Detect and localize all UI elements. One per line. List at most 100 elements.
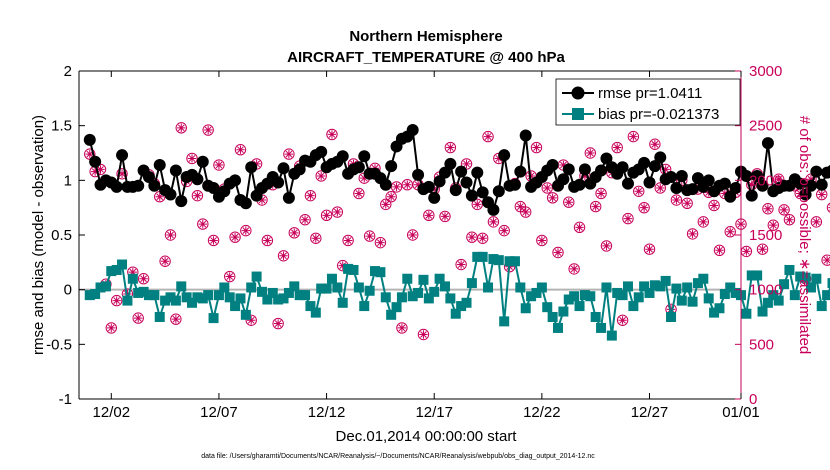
bias-data-point xyxy=(671,283,682,294)
obs-possible-marker xyxy=(595,187,607,200)
y-right-tick-label: 1000 xyxy=(749,282,782,299)
obs-assimilated-marker xyxy=(440,212,450,221)
x-axis-label: Dec.01,2014 00:00:00 start xyxy=(336,428,518,445)
rmse-data-point xyxy=(116,149,129,162)
rmse-data-point xyxy=(756,179,769,192)
obs-possible-marker xyxy=(310,232,322,244)
obs-possible-marker xyxy=(697,216,710,228)
rmse-data-point xyxy=(142,171,155,184)
y-right-tick-label: 3000 xyxy=(749,63,782,80)
rmse-data-point xyxy=(514,165,527,178)
obs-assimilated-marker xyxy=(774,175,783,184)
bias-data-point xyxy=(466,278,477,289)
obs-assimilated-marker xyxy=(279,251,288,260)
bias-data-point xyxy=(660,275,671,286)
bias-data-point xyxy=(300,290,311,301)
obs-possible-marker xyxy=(223,270,236,283)
y-left-tick-label: -1 xyxy=(59,391,72,408)
obs-assimilated-marker xyxy=(666,305,676,314)
x-tick-label: 12/07 xyxy=(200,404,238,421)
obs-assimilated-marker xyxy=(225,272,234,281)
obs-assimilated-marker xyxy=(134,313,143,323)
bias-data-point xyxy=(418,274,429,285)
bias-data-point xyxy=(143,290,154,301)
y-left-tick-label: 0 xyxy=(64,282,72,299)
rmse-data-point xyxy=(428,191,441,204)
obs-assimilated-marker xyxy=(548,193,557,203)
obs-assimilated-marker xyxy=(586,148,595,158)
chart-title-line1: Northern Hemisphere xyxy=(349,28,502,45)
rmse-data-point xyxy=(132,179,145,192)
obs-assimilated-marker xyxy=(257,195,267,205)
rmse-data-point xyxy=(191,173,204,186)
bias-data-point xyxy=(789,290,800,301)
obs-possible-marker xyxy=(546,192,559,204)
rmse-data-point xyxy=(492,185,505,198)
obs-possible-marker xyxy=(638,201,650,214)
rmse-data-point xyxy=(471,166,484,179)
bias-data-point xyxy=(676,295,687,306)
obs-possible-marker xyxy=(444,141,457,154)
bias-data-point xyxy=(316,283,327,294)
bias-data-point xyxy=(687,296,698,307)
obs-assimilated-marker xyxy=(171,314,181,324)
obs-assimilated-marker xyxy=(117,169,127,178)
obs-assimilated-marker xyxy=(327,130,337,139)
obs-assimilated-marker xyxy=(639,203,649,212)
rmse-data-point xyxy=(578,163,591,176)
obs-possible-marker xyxy=(627,130,640,143)
obs-assimilated-marker xyxy=(397,323,407,333)
obs-assimilated-marker xyxy=(214,160,224,170)
bias-data-point xyxy=(208,313,219,324)
obs-possible-marker xyxy=(616,314,629,326)
legend-bias-label: bias pr=-0.021373 xyxy=(598,106,719,123)
obs-assimilated-marker xyxy=(553,248,563,257)
obs-possible-marker xyxy=(132,312,144,324)
bias-data-point xyxy=(380,292,391,303)
obs-possible-marker xyxy=(563,196,575,208)
obs-assimilated-marker xyxy=(290,228,299,238)
obs-assimilated-marker xyxy=(645,245,654,254)
rmse-data-point xyxy=(245,161,258,174)
obs-possible-marker xyxy=(353,187,365,200)
bias-data-point xyxy=(805,282,816,293)
obs-assimilated-marker xyxy=(139,274,148,283)
bias-data-point xyxy=(343,263,354,274)
obs-assimilated-marker xyxy=(817,190,826,199)
obs-assimilated-marker xyxy=(763,204,773,213)
obs-possible-marker xyxy=(207,234,220,247)
obs-assimilated-marker xyxy=(629,132,638,141)
rmse-data-point xyxy=(422,180,435,193)
obs-possible-marker xyxy=(584,147,597,159)
rmse-data-point xyxy=(648,160,661,173)
bias-data-point xyxy=(267,287,278,298)
bias-data-point xyxy=(822,290,830,301)
rmse-data-point xyxy=(799,188,812,201)
obs-possible-marker xyxy=(762,203,774,215)
bias-data-point xyxy=(682,282,693,293)
obs-assimilated-marker xyxy=(316,171,326,181)
legend-rmse-marker xyxy=(571,86,585,100)
obs-assimilated-marker xyxy=(107,323,116,333)
bias-data-point xyxy=(170,295,181,306)
obs-possible-marker xyxy=(498,224,510,237)
bias-data-point xyxy=(461,297,472,308)
rmse-data-point xyxy=(686,183,699,196)
x-tick-label: 12/27 xyxy=(631,404,669,421)
bias-data-point xyxy=(235,293,246,304)
bias-data-point xyxy=(413,287,424,298)
obs-assimilated-marker xyxy=(386,192,396,201)
bias-data-point xyxy=(251,271,262,282)
obs-possible-marker xyxy=(649,138,661,150)
bias-data-point xyxy=(283,287,294,298)
obs-possible-marker xyxy=(363,230,376,242)
bias-data-point xyxy=(746,270,757,281)
bias-data-point xyxy=(310,307,321,318)
rmse-data-point xyxy=(433,175,446,188)
obs-possible-marker xyxy=(589,200,602,213)
bias-data-point xyxy=(526,291,537,302)
obs-possible-marker xyxy=(708,199,720,212)
bias-data-point xyxy=(762,297,773,308)
obs-possible-marker xyxy=(283,148,295,160)
obs-possible-marker xyxy=(417,328,430,341)
